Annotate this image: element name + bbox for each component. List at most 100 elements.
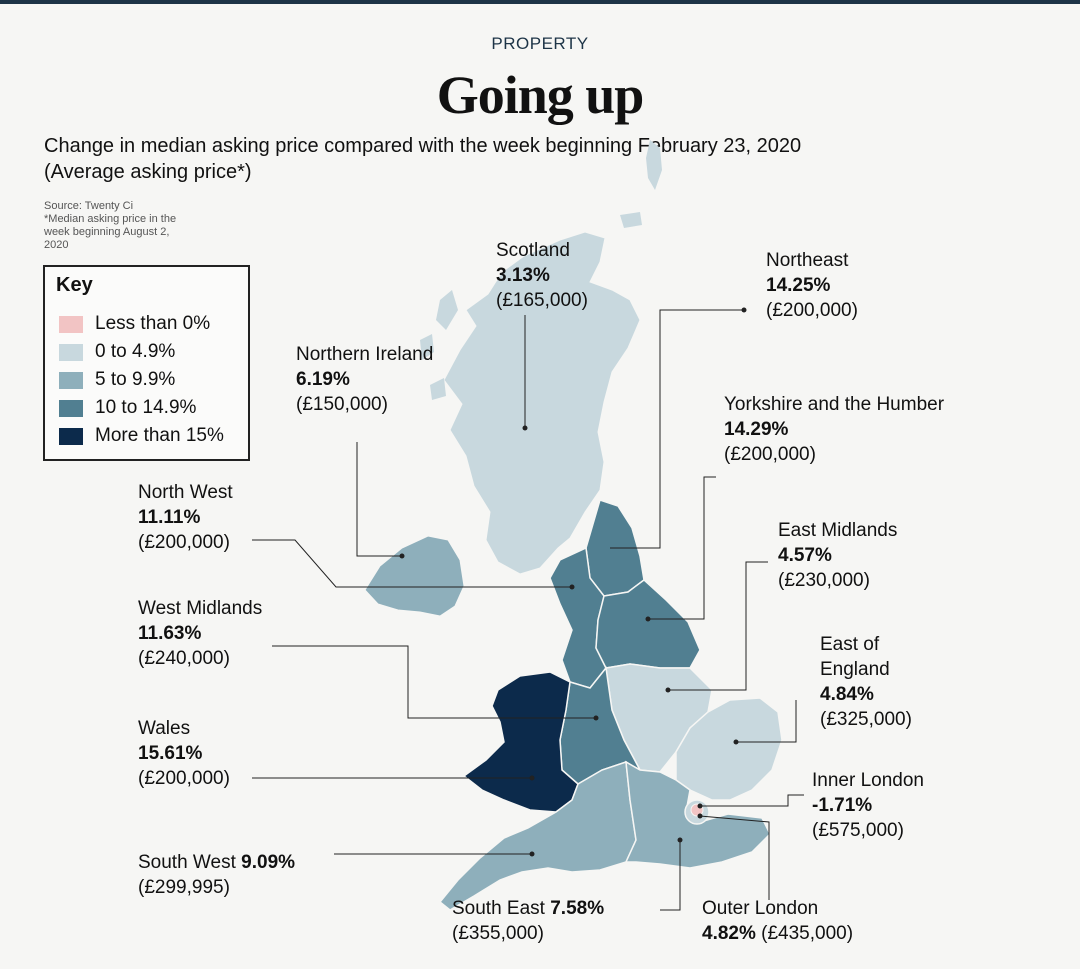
leader-northern-ireland — [356, 442, 402, 557]
headline: Going up — [436, 65, 645, 125]
key-label: More than 15% — [95, 425, 224, 446]
map-key: Key Less than 0% 0 to 4.9% 5 to 9.9% 10 … — [43, 265, 250, 461]
label-yorkshire: Yorkshire and the Humber 14.29% (£200,00… — [724, 392, 944, 467]
leader-northeast — [610, 309, 744, 549]
region-name: South East — [452, 898, 545, 919]
key-item-less-than-0: Less than 0% — [59, 313, 210, 335]
region-northern-ireland — [364, 535, 465, 617]
label-scotland: Scotland 3.13% (£165,000) — [496, 238, 588, 313]
leader-outer-london — [699, 815, 770, 900]
region-name: South West — [138, 852, 236, 873]
subtitle-line-2: (Average asking price*) — [44, 161, 252, 183]
source-line-4: 2020 — [44, 239, 69, 251]
source-line-3: week beginning August 2, — [44, 226, 170, 238]
label-south-west: South West 9.09% (£299,995) — [138, 850, 295, 900]
region-change: 4.57% — [778, 545, 832, 566]
region-change: 4.84% — [820, 684, 874, 705]
region-scotland-islands — [620, 140, 662, 228]
label-northeast: Northeast 14.25% (£200,000) — [766, 248, 858, 323]
region-price: (£230,000) — [778, 570, 870, 591]
region-price: (£200,000) — [724, 444, 816, 465]
region-name: North West — [138, 482, 233, 503]
section-label: PROPERTY — [491, 34, 589, 53]
region-price: (£200,000) — [138, 532, 230, 553]
leader-north-west — [252, 539, 572, 588]
key-label: 5 to 9.9% — [95, 369, 176, 390]
region-name-line-2: England — [820, 659, 890, 680]
region-price: (£575,000) — [812, 820, 904, 841]
label-east-of-england: East of England 4.84% (£325,000) — [820, 632, 912, 732]
region-name: Northeast — [766, 250, 849, 271]
label-northern-ireland: Northern Ireland 6.19% (£150,000) — [296, 342, 433, 417]
leader-dots — [399, 307, 747, 857]
key-label: Less than 0% — [95, 313, 211, 334]
label-west-midlands: West Midlands 11.63% (£240,000) — [138, 596, 262, 671]
region-name: Yorkshire and the Humber — [724, 394, 945, 415]
region-east-of-england — [675, 697, 783, 801]
label-inner-london: Inner London -1.71% (£575,000) — [812, 768, 924, 843]
region-south-east — [624, 760, 771, 869]
region-south-west — [438, 760, 637, 911]
region-change: -1.71% — [812, 795, 873, 816]
region-price: (£240,000) — [138, 648, 230, 669]
key-label: 0 to 4.9% — [95, 341, 176, 362]
label-outer-london: Outer London 4.82% (£435,000) — [702, 896, 853, 946]
label-east-midlands: East Midlands 4.57% (£230,000) — [778, 518, 897, 593]
leader-west-midlands — [272, 645, 596, 719]
region-name: Scotland — [496, 240, 570, 261]
swatch-light-teal — [59, 371, 83, 389]
key-item-more-than-15: More than 15% — [59, 425, 224, 447]
swatch-teal — [59, 399, 83, 417]
region-change: 14.25% — [766, 275, 831, 296]
region-price: (£435,000) — [761, 923, 854, 944]
leader-east-of-england — [736, 700, 797, 743]
region-price: (£299,995) — [138, 877, 230, 898]
region-change: 11.63% — [138, 623, 202, 644]
key-title: Key — [56, 274, 93, 296]
region-name-line-1: East of — [820, 634, 880, 655]
source-line-1: Source: Twenty Ci — [44, 200, 134, 212]
leader-south-east — [660, 840, 681, 911]
leader-east-midlands — [668, 561, 768, 691]
region-name: Inner London — [812, 770, 924, 791]
swatch-pale-blue — [59, 343, 83, 361]
swatch-navy — [59, 427, 83, 445]
region-change: 9.09% — [241, 852, 296, 873]
leader-inner-london — [700, 794, 804, 807]
key-item-5-to-9-9: 5 to 9.9% — [59, 369, 175, 391]
region-change: 7.58% — [550, 898, 605, 919]
label-north-west: North West 11.11% (£200,000) — [138, 480, 233, 555]
region-price: (£200,000) — [766, 300, 858, 321]
region-change: 3.13% — [496, 265, 550, 286]
region-change: 11.11% — [138, 507, 201, 528]
label-south-east: South East 7.58% (£355,000) — [452, 896, 604, 946]
source-note: Source: Twenty Ci *Median asking price i… — [44, 200, 204, 252]
region-price: (£165,000) — [496, 290, 588, 311]
key-item-0-to-4-9: 0 to 4.9% — [59, 341, 175, 363]
region-name: East Midlands — [778, 520, 898, 541]
region-change: 15.61% — [138, 743, 203, 764]
region-change: 4.82% — [702, 923, 756, 944]
region-change: 6.19% — [296, 369, 350, 390]
key-label: 10 to 14.9% — [95, 397, 197, 418]
top-rule — [0, 0, 1080, 4]
label-wales: Wales 15.61% (£200,000) — [138, 716, 230, 791]
source-line-2: *Median asking price in the — [44, 213, 177, 225]
region-name: Wales — [138, 718, 191, 739]
subtitle-line-1: Change in median asking price compared w… — [44, 135, 802, 157]
region-price: (£355,000) — [452, 923, 544, 944]
region-price: (£200,000) — [138, 768, 230, 789]
region-change: 14.29% — [724, 419, 789, 440]
leader-lines — [252, 309, 804, 911]
region-price: (£325,000) — [820, 709, 912, 730]
swatch-pink — [59, 315, 83, 333]
leader-yorkshire — [648, 476, 716, 620]
region-name: West Midlands — [138, 598, 263, 619]
subtitle: Change in median asking price compared w… — [44, 133, 801, 185]
region-name: Outer London — [702, 898, 819, 919]
key-item-10-to-14-9: 10 to 14.9% — [59, 397, 196, 419]
region-name: Northern Ireland — [296, 344, 434, 365]
region-price: (£150,000) — [296, 394, 388, 415]
region-scotland — [443, 231, 641, 575]
